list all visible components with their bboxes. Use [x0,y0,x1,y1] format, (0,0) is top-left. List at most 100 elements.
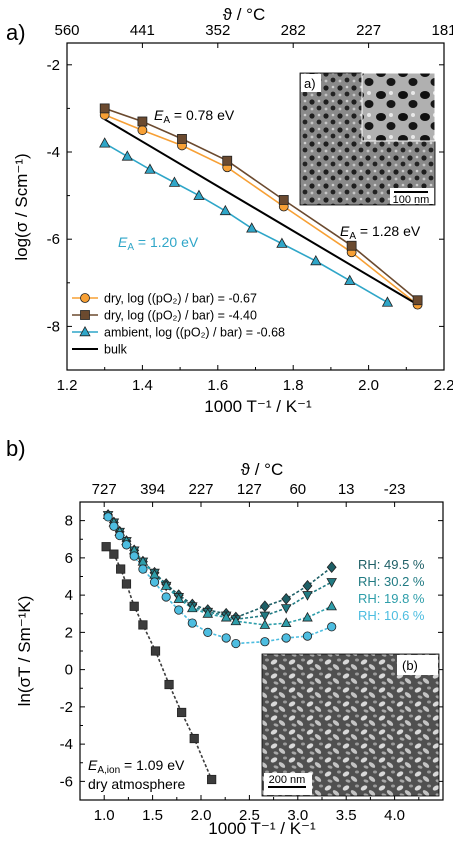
panel-b-series-0-point [326,561,337,574]
panel-a-top-tick-label: 441 [130,22,155,39]
panel-b-x-tick-label: 3.0 [287,807,308,824]
panel-b-series-4-point [138,620,148,630]
rh-label-49: RH: 49.5 % [358,557,425,572]
panel-b-series-0-point [259,600,270,613]
panel-a-x-axis-label: 1000 T⁻¹ / K⁻¹ [204,397,312,416]
panel-b-inset-label: (b) [402,658,418,673]
panel-b-series-3-point [109,521,119,531]
panel-a-x-tick-label: 2.0 [358,377,379,394]
panel-b-series-1-point [326,578,337,588]
panel-b-top-ticks: 727 394 227 127 60 13 -23 [92,481,406,507]
panel-b-series-0-point [281,592,292,605]
panel-b-y-ticks: -6 -4 -2 0 2 4 6 8 [60,513,443,790]
panel-b-y-tick-label: 2 [65,624,73,641]
panel-a-x-tick-label: 1.2 [57,377,78,394]
panel-a-top-tick-label: 282 [281,22,306,39]
legend-label-2: ambient, log ((pO₂) / bar) = -0.68 [104,326,285,340]
legend-label-0: dry, log ((pO₂) / bar) = -0.67 [104,292,257,306]
panel-b-top-axis-label: ϑ / °C [241,460,284,479]
panel-b-label: b) [6,436,26,461]
panel-a-series-2-point [121,150,133,161]
rh-label-30: RH: 30.2 % [358,574,425,589]
panel-b-top-tick-label: 13 [338,481,355,498]
panel-b-top-tick-label: -23 [384,481,406,498]
panel-b-series-2-point [230,615,242,626]
panel-b-series-4-point [109,549,119,559]
panel-b-series-4-point [207,774,217,785]
panel-b-series-4-point [189,733,199,744]
panel-b-series-3-point [187,618,197,628]
panel-a-ea-120: EA = 1.20 eV [118,234,199,253]
panel-b-scalebar-label: 200 nm [269,774,306,786]
panel-b-series-3-point [203,627,213,637]
panel-b-series-4-point [129,601,139,611]
panel-a-series-2-point [276,237,288,248]
panel-a-series-2-point [193,189,205,200]
panel-a-label: a) [6,20,26,45]
panel-b-top-tick-label: 227 [188,481,213,498]
panel-b-scalebar-bg [264,773,312,795]
legend-marker-2 [79,325,91,337]
panel-a-series-2-point [168,176,181,187]
panel-b-series-2-point [173,593,185,603]
panel-a-y-tick-label: -8 [47,318,60,335]
panel-a-series-1-point [99,103,110,114]
panel-b-top-tick-label: 60 [289,481,306,498]
panel-b-series-4-point [116,564,126,574]
legend-marker-1 [80,310,90,320]
panel-a-inset-label: a) [304,76,316,91]
panel-b-x-tick-label: 2.0 [191,807,212,824]
panel-b-inset-label-bg [397,655,438,675]
rh-label-19: RH: 19.8 % [358,591,425,606]
panel-a-x-ticks: 1.2 1.4 1.6 1.8 2.0 2.2 [57,365,453,394]
panel-b-x-ticks: 1.0 1.5 2.0 2.5 3.0 3.5 4.0 [94,795,420,824]
panel-a-series-2-point [219,204,231,216]
panel-b-y-tick-label: -4 [60,736,73,753]
panel-a-series-2-point [99,137,111,148]
panel-b-x-tick-label: 2.5 [239,807,260,824]
panel-b-series [101,509,337,785]
panel-b-series-4-point [177,707,187,718]
panel-b-series-line-1 [107,514,333,621]
panel-b-series-2-point [186,602,198,613]
legend-marker-0 [80,293,90,303]
panel-a-x-tick-label: 1.8 [283,377,304,394]
panel-a-series-1-point [137,116,148,127]
panel-b-x-tick-label: 1.0 [94,807,115,824]
panel-b: b) ϑ / °C 727 394 227 127 60 13 -23 1.0 1.5 2.0 2… [6,436,444,838]
panel-a-sem-zoom [361,72,436,142]
panel-b-series-3-point [174,605,184,615]
panel-b-sem-inset: (b) 200 nm [261,653,440,797]
rh-label-10: RH: 10.6 % [358,608,425,623]
panel-b-sem-image [261,653,440,797]
panel-b-series-4-point [150,646,161,656]
panel-b-y-tick-label: 8 [65,513,73,530]
legend-label-3: bulk [104,343,128,357]
panel-a-top-tick-label: 227 [356,22,381,39]
panel-b-series-3-point [138,564,148,574]
panel-a-series-line-3 [104,118,419,306]
panel-a-x-tick-label: 2.2 [434,377,453,394]
panel-b-series-1-point [259,611,271,622]
panel-b-y-tick-label: -2 [60,699,73,716]
panel-a-legend: dry, log ((pO₂) / bar) = -0.67 dry, log (… [72,292,285,357]
panel-b-series-3-point [103,512,113,522]
panel-a-series-1-point [278,195,289,205]
panel-a-y-tick-label: -4 [47,144,60,161]
panel-a-scalebar-label: 100 nm [393,194,430,206]
panel-b-x-tick-label: 1.5 [142,807,163,824]
panel-b-series-1-point [280,604,292,614]
legend-label-1: dry, log ((pO₂) / bar) = -4.40 [104,309,257,323]
panel-b-series-3-point [129,551,139,561]
panel-b-series-3-point [121,540,132,550]
panel-b-series-3-point [115,530,125,541]
panel-a-y-tick-label: -6 [47,231,60,248]
panel-b-x-tick-label: 3.5 [336,807,357,824]
panel-a-series-2-point [381,296,394,307]
panel-b-y-tick-label: 4 [65,587,73,604]
panel-b-series-3-point [161,592,171,602]
panel-a-top-axis-label: ϑ / °C [223,5,266,24]
panel-b-series-3-point [327,622,337,632]
panel-b-top-tick-label: 727 [92,481,117,498]
panel-b-series-4-point [164,679,174,690]
